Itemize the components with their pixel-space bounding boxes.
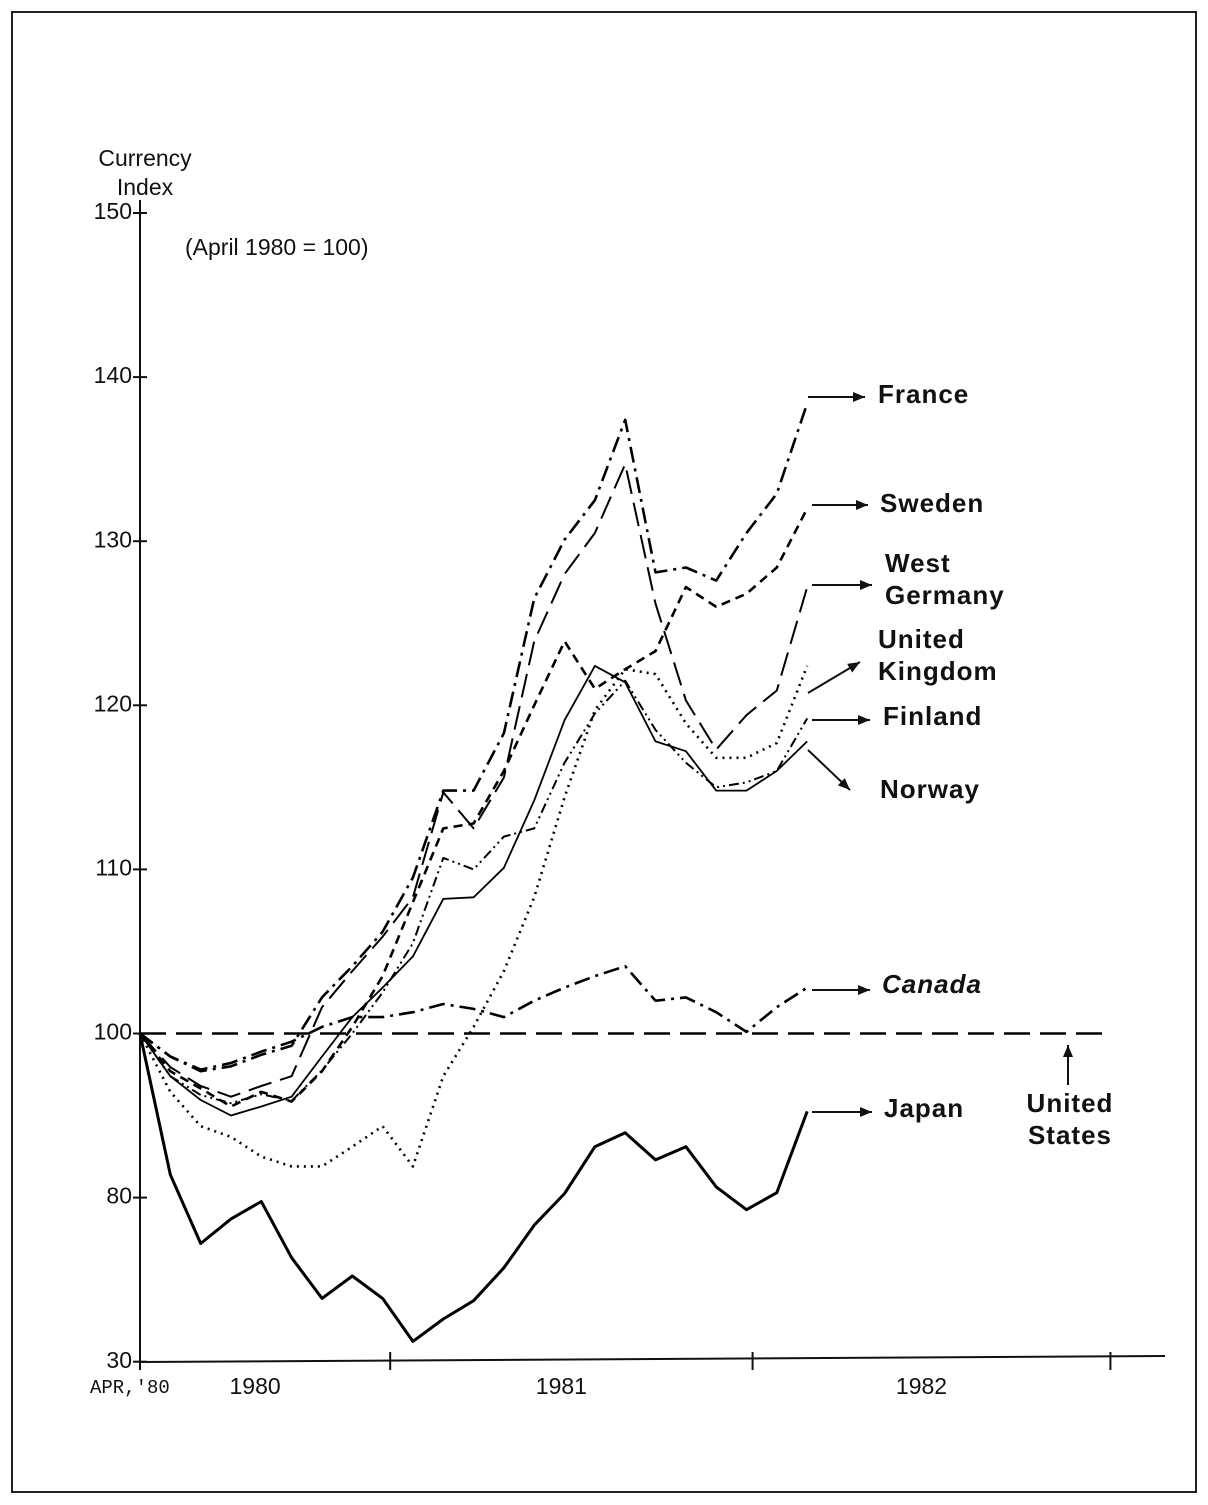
arrow-head xyxy=(858,715,870,725)
arrow-head xyxy=(858,985,870,995)
series-label: United Kingdom xyxy=(878,624,998,686)
year-label: 1982 xyxy=(896,1373,947,1399)
arrow-head xyxy=(837,778,850,790)
y-tick-label: 150 xyxy=(94,198,132,224)
series-label: Japan xyxy=(884,1093,964,1123)
subtitle: (April 1980 = 100) xyxy=(185,234,368,260)
series-line xyxy=(138,507,809,1108)
frame xyxy=(11,11,1197,1493)
y-axis-title: Currency Index xyxy=(98,145,192,200)
arrow-head xyxy=(860,580,872,590)
series-line xyxy=(139,679,809,1105)
series-label: Norway xyxy=(880,774,980,804)
series-line xyxy=(139,463,809,1098)
y-tick-label: 30 xyxy=(106,1347,132,1373)
arrow-head xyxy=(853,392,865,402)
series-label: France xyxy=(878,379,969,409)
series-label: West Germany xyxy=(885,548,1005,610)
y-tick-label: 140 xyxy=(94,362,132,388)
arrow-head xyxy=(860,1107,872,1117)
y-tick-label: 130 xyxy=(94,526,132,552)
y-tick-label: 110 xyxy=(95,854,132,880)
series-label: Sweden xyxy=(880,488,984,518)
year-label: 1981 xyxy=(536,1373,587,1399)
y-tick-label: 80 xyxy=(106,1183,132,1209)
arrow-head xyxy=(847,662,860,673)
year-label: 1980 xyxy=(230,1373,281,1399)
y-tick-label: 120 xyxy=(94,690,132,716)
series-label: United States xyxy=(1027,1088,1114,1150)
series-line xyxy=(138,665,809,1168)
x-tick-label: APR,'80 xyxy=(90,1377,170,1399)
x-axis xyxy=(139,1355,1166,1363)
arrow-head xyxy=(856,500,868,510)
y-tick-label: 100 xyxy=(94,1019,132,1045)
series-line xyxy=(139,964,808,1071)
series-label: Finland xyxy=(883,701,982,731)
series-line xyxy=(138,1033,809,1343)
series-label: Canada xyxy=(882,969,982,999)
arrow-head xyxy=(1063,1045,1073,1057)
series-line xyxy=(139,665,808,1117)
series-line xyxy=(139,402,809,1073)
